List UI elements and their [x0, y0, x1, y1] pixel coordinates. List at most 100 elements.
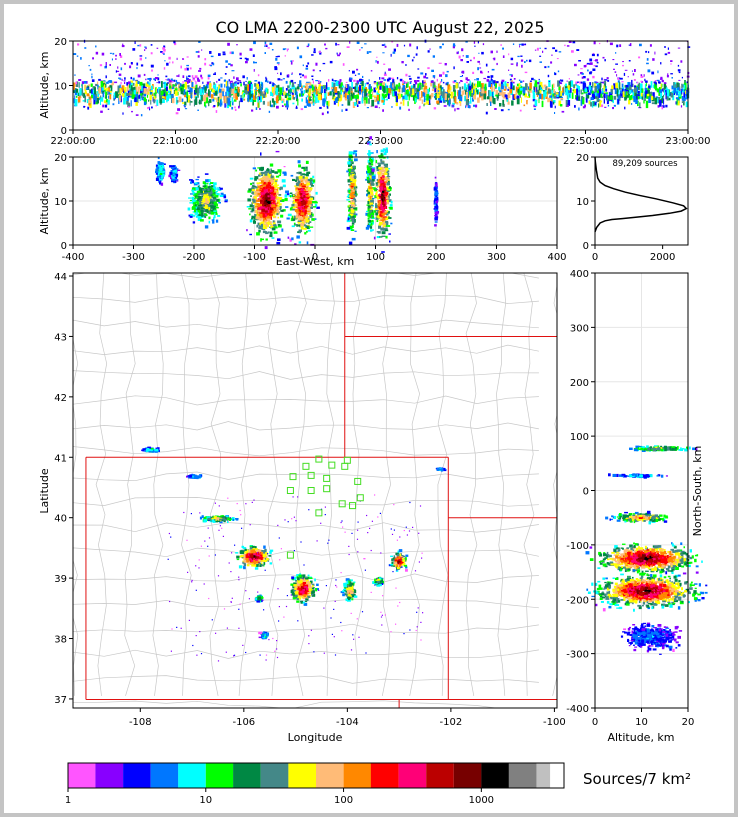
p1-source-cell [654, 83, 657, 89]
p2-source-cell [367, 201, 370, 205]
p2-source-cell [159, 173, 162, 178]
p1-source-cell [224, 100, 226, 108]
p1-source-cell [354, 74, 357, 76]
p1-source-cell [559, 82, 563, 85]
p2-source-cell [298, 231, 301, 234]
p2-source-cell [371, 157, 374, 160]
p1-source-cell [206, 94, 208, 99]
p2-source-cell [204, 216, 207, 218]
p1-source-cell [670, 60, 673, 62]
p2-source-cell [197, 218, 202, 221]
p1-source-cell [248, 83, 251, 92]
p1-source-cell [273, 90, 276, 96]
p1-source-cell [119, 88, 122, 94]
p2-source-cell [271, 204, 275, 208]
p1-source-cell [590, 71, 593, 73]
p2-source-cell [208, 207, 211, 211]
p1-source-cell [154, 92, 157, 97]
p2-source-cell [197, 187, 202, 190]
p2-source-cell [266, 168, 269, 171]
p2-source-cell [271, 227, 276, 231]
p1-source-cell [547, 74, 550, 78]
p1-source-cell [250, 84, 253, 90]
p2-source-cell [369, 206, 373, 209]
p1-source-cell [388, 77, 391, 80]
p2-source-cell [349, 174, 353, 178]
p1-source-cell [599, 100, 602, 107]
p1-source-cell [517, 55, 520, 58]
p1-source-cell [300, 108, 304, 111]
p2-source-cell [301, 180, 303, 182]
p1-source-cell [552, 87, 554, 93]
p1-source-cell [596, 93, 599, 97]
p1-source-cell [351, 87, 353, 92]
p1-source-cell [616, 74, 618, 77]
p1-source-cell [644, 92, 646, 96]
p2-source-cell [306, 241, 309, 245]
lma-figure: CO LMA 2200-2300 UTC August 22, 2025 22:… [38, 18, 710, 806]
p1-source-cell [416, 46, 418, 50]
p2-source-cell [197, 199, 200, 201]
p1-source-cell [341, 85, 345, 88]
p2-source-cell [298, 229, 302, 233]
p2-source-cell [266, 219, 270, 222]
p2-source-cell [306, 193, 310, 197]
p1-source-cell [195, 98, 197, 103]
p2-source-cell [155, 168, 159, 172]
p1-source-cell [663, 82, 667, 85]
p2-source-cell [353, 207, 357, 210]
p1-source-cell [307, 92, 309, 94]
p2-source-cell [267, 218, 271, 221]
p1-source-cell [361, 97, 364, 104]
p1-source-cell [677, 69, 681, 72]
p1-source-cell [79, 88, 82, 96]
p2-source-cell [292, 206, 296, 209]
p1-source-cell [266, 78, 268, 81]
p1-source-cell [152, 84, 154, 89]
p1-source-cell [107, 108, 110, 110]
p1-source-cell [95, 96, 97, 102]
p1-source-cell [311, 54, 314, 56]
p1-source-cell [448, 92, 450, 97]
p1-source-cell [420, 72, 424, 75]
p1-source-cell [408, 108, 410, 111]
p1-source-cell [496, 50, 498, 53]
p1-source-cell [147, 78, 150, 80]
p1-source-cell [414, 80, 417, 83]
p2-source-cell [246, 206, 250, 208]
p2-source-cell [307, 196, 310, 200]
p2-source-cell [371, 187, 376, 189]
p1-source-cell [359, 82, 362, 85]
p2-source-cell [353, 215, 356, 218]
p1-source-cell [182, 102, 185, 104]
p2-source-cell [370, 182, 374, 185]
p1-source-cell [206, 81, 210, 85]
p1-source-cell [211, 62, 214, 65]
p1-source-cell [109, 80, 113, 83]
p1-source-cell [570, 87, 572, 93]
p1-source-cell [442, 81, 445, 84]
p2-source-cell [273, 224, 277, 228]
p2-source-cell [209, 196, 212, 198]
p1-source-cell [177, 91, 179, 96]
p2-source-cell [275, 194, 277, 197]
p1-source-cell [198, 70, 201, 72]
p2-source-cell [368, 178, 372, 181]
p1-source-cell [352, 92, 355, 99]
p1-source-cell [197, 87, 200, 94]
p2-source-cell [378, 223, 382, 226]
p1-source-cell [680, 88, 683, 95]
p1-source-cell [453, 80, 457, 83]
p1-source-cell [485, 111, 488, 115]
p1-source-cell [432, 55, 435, 58]
p1-source-cell [234, 86, 237, 92]
p2-source-cell [264, 201, 267, 204]
p1-source-cell [356, 104, 359, 107]
p1-source-cell [645, 100, 649, 109]
p1-source-cell [223, 79, 226, 82]
p2-source-cell [351, 161, 354, 165]
p1-source-cell [186, 64, 189, 67]
p1-source-cell [322, 98, 326, 106]
p1-source-cell [426, 94, 430, 101]
p2-source-cell [278, 224, 282, 228]
